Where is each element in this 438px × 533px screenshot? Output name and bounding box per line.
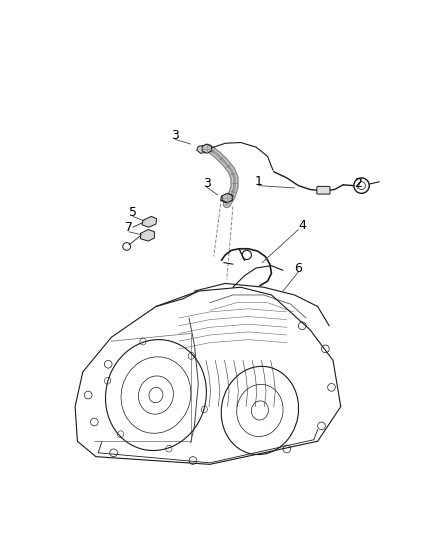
Polygon shape (142, 216, 157, 227)
Text: 4: 4 (298, 219, 306, 232)
Polygon shape (222, 193, 232, 203)
Polygon shape (202, 144, 212, 154)
Polygon shape (221, 193, 233, 203)
Text: 5: 5 (129, 206, 137, 219)
Polygon shape (141, 230, 155, 241)
Text: 6: 6 (294, 262, 302, 274)
Text: 2: 2 (354, 177, 362, 190)
Polygon shape (197, 145, 212, 154)
Text: 3: 3 (203, 177, 211, 190)
FancyBboxPatch shape (317, 187, 330, 194)
Text: 1: 1 (254, 175, 262, 188)
Text: 7: 7 (125, 222, 133, 235)
Text: 3: 3 (171, 129, 179, 142)
